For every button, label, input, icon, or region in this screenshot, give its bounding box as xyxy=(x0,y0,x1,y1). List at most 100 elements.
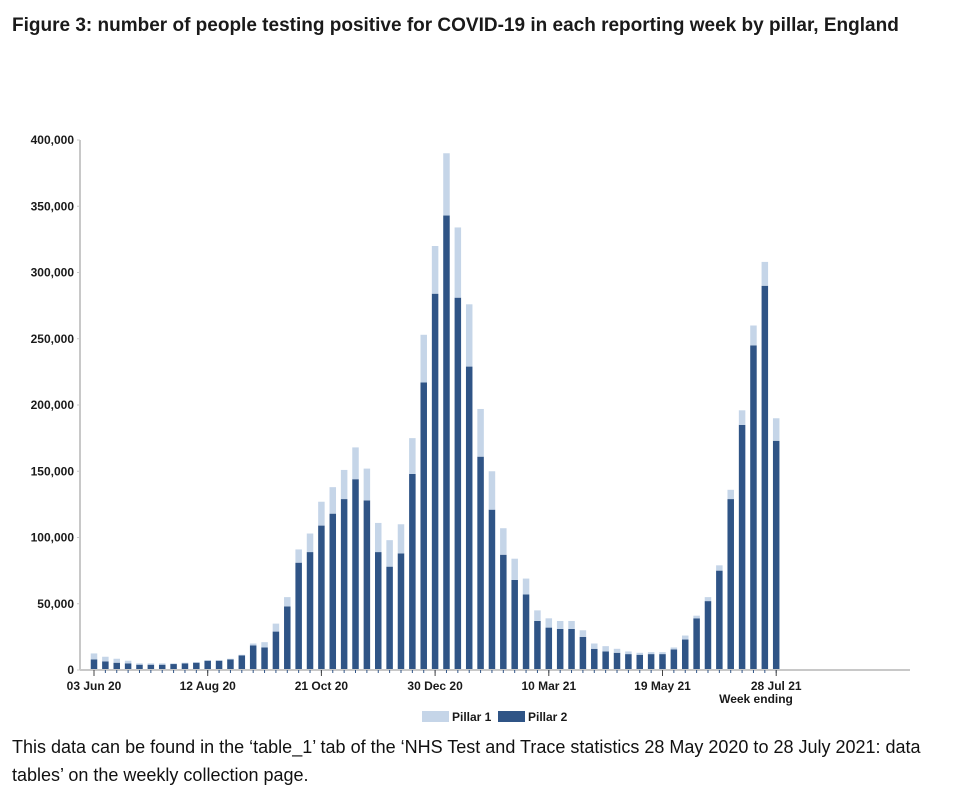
bar-pillar-2: 18 Nov 20 Pillar 2: 128000 xyxy=(363,500,371,670)
bar-pillar-1: 08 Jul 20 Pillar 1: 1000 xyxy=(147,663,155,665)
bar-pillar-2: 06 Jan 21 Pillar 2: 343000 xyxy=(443,215,450,670)
bar-pillar-1: 17 Mar 21 Pillar 1: 6000 xyxy=(556,620,564,629)
bar-pillar-2: 09 Sep 20 Pillar 2: 18500 xyxy=(249,645,257,670)
y-tick-label: 300,000 xyxy=(31,266,75,280)
bar-pillar-1: 07 Apr 21 Pillar 1: 4000 xyxy=(591,643,598,649)
bar-pillar-2: 14 Apr 21 Pillar 2: 14000 xyxy=(602,651,609,670)
legend: Pillar 1 Pillar 2 xyxy=(422,710,568,724)
bar-pillar-2: 02 Sep 20 Pillar 2: 11000 xyxy=(238,655,246,670)
bar-pillar-1: 16 Dec 20 Pillar 1: 27000 xyxy=(409,438,416,474)
bar-pillar-1: 02 Dec 20 Pillar 1: 20000 xyxy=(386,540,393,567)
bar-pillar-1: 06 Jan 21 Pillar 1: 47000 xyxy=(443,153,450,216)
y-tick-label: 250,000 xyxy=(31,332,75,346)
bar-pillar-2: 28 Jul 21 Pillar 2: 173000 xyxy=(772,440,780,670)
x-axis: 03 Jun 20 12 Aug 20 21 Oct 20 30 Dec 20 10 M… xyxy=(67,669,910,693)
bar-pillar-2: 03 Feb 21 Pillar 2: 121000 xyxy=(488,509,496,670)
bar-pillar-2: 07 Apr 21 Pillar 2: 16000 xyxy=(591,648,598,670)
bar-pillar-1: 03 Jun 20 Pillar 1: 4500 xyxy=(90,653,98,660)
bar-pillar-1: 03 Feb 21 Pillar 1: 29000 xyxy=(488,471,496,510)
bar-pillar-1: 10 Feb 21 Pillar 1: 20000 xyxy=(500,528,507,555)
bar-pillar-2: 19 May 21 Pillar 2: 12000 xyxy=(659,654,666,670)
bar-pillar-1: 23 Sep 20 Pillar 1: 6000 xyxy=(272,623,280,632)
bar-pillar-2: 24 Feb 21 Pillar 2: 57000 xyxy=(522,594,530,670)
bar-pillar-2: 11 Nov 20 Pillar 2: 144000 xyxy=(352,479,359,670)
y-axis: 0 50,000 100,000 150,000 200,000 250,000 300,0… xyxy=(31,133,81,677)
legend-label-pillar-2: Pillar 2 xyxy=(528,710,568,724)
bar-pillar-2: 10 Mar 21 Pillar 2: 32000 xyxy=(545,627,553,670)
bar-pillar-2: 08 Jul 20 Pillar 2: 4000 xyxy=(147,664,155,670)
bar-pillar-2: 13 Jan 21 Pillar 2: 281000 xyxy=(454,297,462,670)
bar-pillar-2: 23 Jun 21 Pillar 2: 75000 xyxy=(716,570,723,670)
bars: 03 Jun 20 Pillar 2: 800003 Jun 20 Pillar… xyxy=(90,153,780,670)
x-tick-label: 10 Mar 21 xyxy=(521,679,576,693)
y-tick-label: 350,000 xyxy=(31,199,75,213)
bar-pillar-2: 23 Sep 20 Pillar 2: 29000 xyxy=(272,631,280,670)
bar-pillar-1: 01 Jul 20 Pillar 1: 1000 xyxy=(136,663,143,665)
bar-pillar-2: 15 Jul 20 Pillar 2: 4000 xyxy=(158,664,166,670)
x-axis-label: Week ending xyxy=(719,692,793,706)
x-tick-label: 19 May 21 xyxy=(634,679,691,693)
bar-pillar-1: 02 Jun 21 Pillar 1: 3000 xyxy=(681,635,689,640)
bar-pillar-1: 17 Feb 21 Pillar 1: 16000 xyxy=(511,558,518,580)
bar-pillar-2: 25 Nov 20 Pillar 2: 89000 xyxy=(375,552,382,670)
bar-pillar-2: 27 Jan 21 Pillar 2: 161000 xyxy=(477,456,484,670)
bar-pillar-2: 23 Dec 20 Pillar 2: 217000 xyxy=(420,382,427,670)
x-tick-label: 28 Jul 21 xyxy=(751,679,802,693)
bar-pillar-1: 19 Aug 20 Pillar 1: 500 xyxy=(215,660,223,661)
bar-pillar-1: 30 Dec 20 Pillar 1: 36000 xyxy=(431,246,439,294)
bar-pillar-1: 14 Apr 21 Pillar 1: 4000 xyxy=(602,646,609,652)
bar-pillar-1: 27 Jan 21 Pillar 1: 36000 xyxy=(477,408,484,457)
bar-pillar-1: 24 Feb 21 Pillar 1: 12000 xyxy=(522,578,530,595)
bar-pillar-1: 15 Jul 20 Pillar 1: 1000 xyxy=(158,663,166,665)
bar-pillar-2: 05 Aug 20 Pillar 2: 5500 xyxy=(193,662,200,670)
bar-pillar-1: 07 Jul 21 Pillar 1: 11000 xyxy=(738,410,746,425)
bar-pillar-1: 22 Jul 20 Pillar 1: 500 xyxy=(170,663,177,665)
bar-pillar-1: 10 Mar 21 Pillar 1: 7000 xyxy=(545,618,553,628)
bar-pillar-2: 01 Jul 20 Pillar 2: 4000 xyxy=(136,664,143,670)
bar-pillar-2: 30 Dec 20 Pillar 2: 284000 xyxy=(431,293,439,670)
bar-pillar-2: 03 Mar 21 Pillar 2: 37000 xyxy=(534,620,541,670)
bar-pillar-1: 18 Nov 20 Pillar 1: 24000 xyxy=(363,468,371,501)
bar-pillar-1: 19 May 21 Pillar 1: 1500 xyxy=(659,652,666,655)
bar-pillar-2: 24 Jun 20 Pillar 2: 5000 xyxy=(124,663,132,670)
y-tick-label: 150,000 xyxy=(31,464,75,478)
bar-pillar-1: 12 Aug 20 Pillar 1: 500 xyxy=(204,660,211,661)
bar-pillar-1: 30 Jun 21 Pillar 1: 7000 xyxy=(727,489,734,500)
bar-pillar-1: 02 Sep 20 Pillar 1: 500 xyxy=(238,654,246,656)
bar-pillar-1: 23 Dec 20 Pillar 1: 36000 xyxy=(420,334,427,383)
bar-pillar-2: 17 Jun 20 Pillar 2: 5500 xyxy=(113,662,120,670)
bar-pillar-1: 10 Jun 20 Pillar 1: 3500 xyxy=(102,656,109,662)
bar-pillar-1: 29 Jul 20 Pillar 1: 500 xyxy=(181,662,189,664)
bar-pillar-1: 14 Jul 21 Pillar 1: 15000 xyxy=(750,325,757,346)
bar-pillar-2: 30 Jun 21 Pillar 2: 129000 xyxy=(727,499,734,670)
x-tick-label: 03 Jun 20 xyxy=(67,679,122,693)
bar-pillar-1: 21 Jul 21 Pillar 1: 18000 xyxy=(761,261,769,286)
y-tick-label: 0 xyxy=(67,663,74,677)
bar-pillar-2: 12 May 21 Pillar 2: 12000 xyxy=(647,654,655,670)
bar-pillar-1: 28 Oct 20 Pillar 1: 20000 xyxy=(329,487,337,514)
bar-pillar-1: 25 Nov 20 Pillar 1: 22000 xyxy=(375,522,382,553)
bar-pillar-1: 16 Jun 21 Pillar 1: 3000 xyxy=(704,597,712,602)
bar-pillar-1: 24 Jun 20 Pillar 1: 2000 xyxy=(124,660,132,664)
bar-pillar-2: 31 Mar 21 Pillar 2: 25000 xyxy=(579,636,587,670)
bar-pillar-2: 03 Jun 20 Pillar 2: 8000 xyxy=(90,659,98,670)
bar-pillar-1: 14 Oct 20 Pillar 1: 14000 xyxy=(306,533,314,553)
bar-pillar-1: 28 Jul 21 Pillar 1: 17000 xyxy=(772,418,780,441)
bar-pillar-2: 10 Feb 21 Pillar 2: 87000 xyxy=(500,554,507,670)
bar-pillar-2: 24 Mar 21 Pillar 2: 31000 xyxy=(568,628,575,670)
source-note: This data can be found in the ‘table_1’ … xyxy=(12,737,921,785)
bar-pillar-1: 26 Aug 20 Pillar 1: 500 xyxy=(227,658,234,660)
bar-pillar-2: 20 Jan 21 Pillar 2: 229000 xyxy=(465,366,473,670)
bar-pillar-2: 26 Aug 20 Pillar 2: 8000 xyxy=(227,659,234,670)
bar-pillar-2: 07 Oct 20 Pillar 2: 81000 xyxy=(295,562,302,670)
bar-pillar-1: 17 Jun 20 Pillar 1: 3000 xyxy=(113,658,120,663)
bar-pillar-1: 30 Sep 20 Pillar 1: 7000 xyxy=(284,597,291,607)
y-tick-label: 400,000 xyxy=(31,133,75,147)
legend-swatch-pillar-1 xyxy=(422,711,449,722)
bar-pillar-1: 23 Jun 21 Pillar 1: 4000 xyxy=(716,565,723,571)
legend-swatch-pillar-2 xyxy=(498,711,525,722)
bar-pillar-2: 02 Jun 21 Pillar 2: 23000 xyxy=(681,639,689,670)
bar-pillar-1: 12 May 21 Pillar 1: 1500 xyxy=(647,652,655,655)
bar-pillar-2: 16 Dec 20 Pillar 2: 148000 xyxy=(409,473,416,670)
y-tick-label: 50,000 xyxy=(37,597,74,611)
